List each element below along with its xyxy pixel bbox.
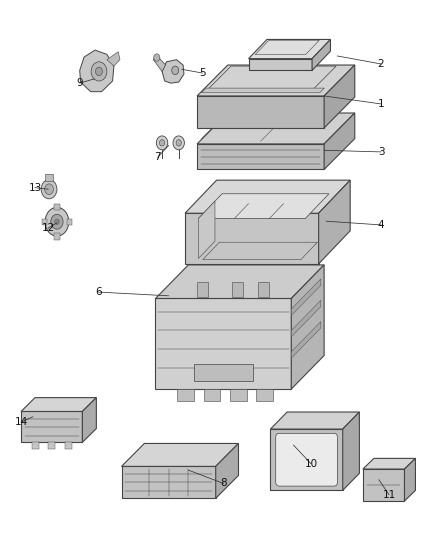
- Circle shape: [41, 180, 57, 199]
- Circle shape: [176, 140, 181, 146]
- Text: 11: 11: [382, 490, 396, 499]
- Polygon shape: [270, 429, 343, 490]
- Bar: [54, 204, 60, 210]
- Text: 2: 2: [378, 59, 385, 69]
- Bar: [258, 282, 269, 297]
- Polygon shape: [291, 279, 321, 316]
- Polygon shape: [249, 59, 312, 70]
- Circle shape: [156, 136, 168, 150]
- Text: 8: 8: [220, 479, 227, 488]
- Polygon shape: [291, 321, 321, 358]
- Polygon shape: [155, 298, 291, 389]
- Polygon shape: [363, 458, 415, 469]
- Text: 13: 13: [28, 183, 42, 192]
- Circle shape: [95, 67, 102, 76]
- Polygon shape: [21, 398, 96, 411]
- Bar: [54, 233, 60, 240]
- Circle shape: [45, 184, 53, 195]
- Bar: [256, 389, 273, 401]
- Circle shape: [173, 136, 184, 150]
- Bar: [204, 389, 220, 401]
- Bar: [48, 442, 55, 449]
- Polygon shape: [343, 412, 359, 490]
- Polygon shape: [82, 398, 96, 442]
- Polygon shape: [153, 55, 166, 71]
- Circle shape: [51, 214, 63, 229]
- Polygon shape: [197, 65, 355, 96]
- Polygon shape: [291, 300, 321, 337]
- Polygon shape: [324, 113, 355, 169]
- Polygon shape: [155, 265, 324, 298]
- Polygon shape: [197, 96, 324, 128]
- Circle shape: [172, 66, 179, 75]
- Polygon shape: [80, 50, 114, 92]
- Polygon shape: [405, 458, 415, 501]
- Polygon shape: [122, 466, 215, 498]
- Polygon shape: [197, 144, 324, 169]
- Bar: [177, 389, 194, 401]
- Text: 14: 14: [14, 417, 28, 427]
- Text: 4: 4: [378, 220, 385, 230]
- Text: 10: 10: [304, 459, 318, 469]
- Bar: [197, 282, 208, 297]
- Text: 7: 7: [154, 152, 161, 162]
- Polygon shape: [324, 65, 355, 128]
- Text: 1: 1: [378, 99, 385, 109]
- Bar: [32, 442, 39, 449]
- Polygon shape: [107, 52, 120, 66]
- Bar: [67, 219, 72, 225]
- Polygon shape: [198, 194, 329, 219]
- Polygon shape: [270, 412, 359, 429]
- Polygon shape: [198, 201, 215, 259]
- Bar: [230, 389, 247, 401]
- Polygon shape: [185, 213, 318, 264]
- Circle shape: [45, 207, 69, 236]
- Text: 12: 12: [42, 223, 55, 233]
- Text: 6: 6: [95, 287, 102, 297]
- FancyBboxPatch shape: [276, 433, 337, 486]
- Polygon shape: [318, 180, 350, 264]
- Polygon shape: [203, 242, 318, 260]
- Circle shape: [154, 54, 160, 61]
- Polygon shape: [215, 443, 238, 498]
- Polygon shape: [185, 180, 350, 213]
- Polygon shape: [201, 88, 324, 93]
- Polygon shape: [162, 60, 184, 83]
- Polygon shape: [197, 113, 355, 144]
- Polygon shape: [363, 469, 405, 501]
- Text: 3: 3: [378, 147, 385, 157]
- Polygon shape: [312, 39, 330, 70]
- Circle shape: [55, 219, 59, 224]
- Polygon shape: [291, 265, 324, 389]
- Polygon shape: [21, 411, 82, 442]
- Bar: [45, 174, 53, 181]
- Bar: [42, 219, 47, 225]
- Text: 9: 9: [76, 78, 83, 88]
- Polygon shape: [122, 443, 238, 466]
- Bar: [232, 282, 243, 297]
- FancyBboxPatch shape: [194, 364, 253, 381]
- Circle shape: [91, 62, 107, 81]
- Text: 5: 5: [199, 68, 206, 78]
- Circle shape: [159, 140, 165, 146]
- Bar: [65, 442, 72, 449]
- Polygon shape: [249, 39, 330, 59]
